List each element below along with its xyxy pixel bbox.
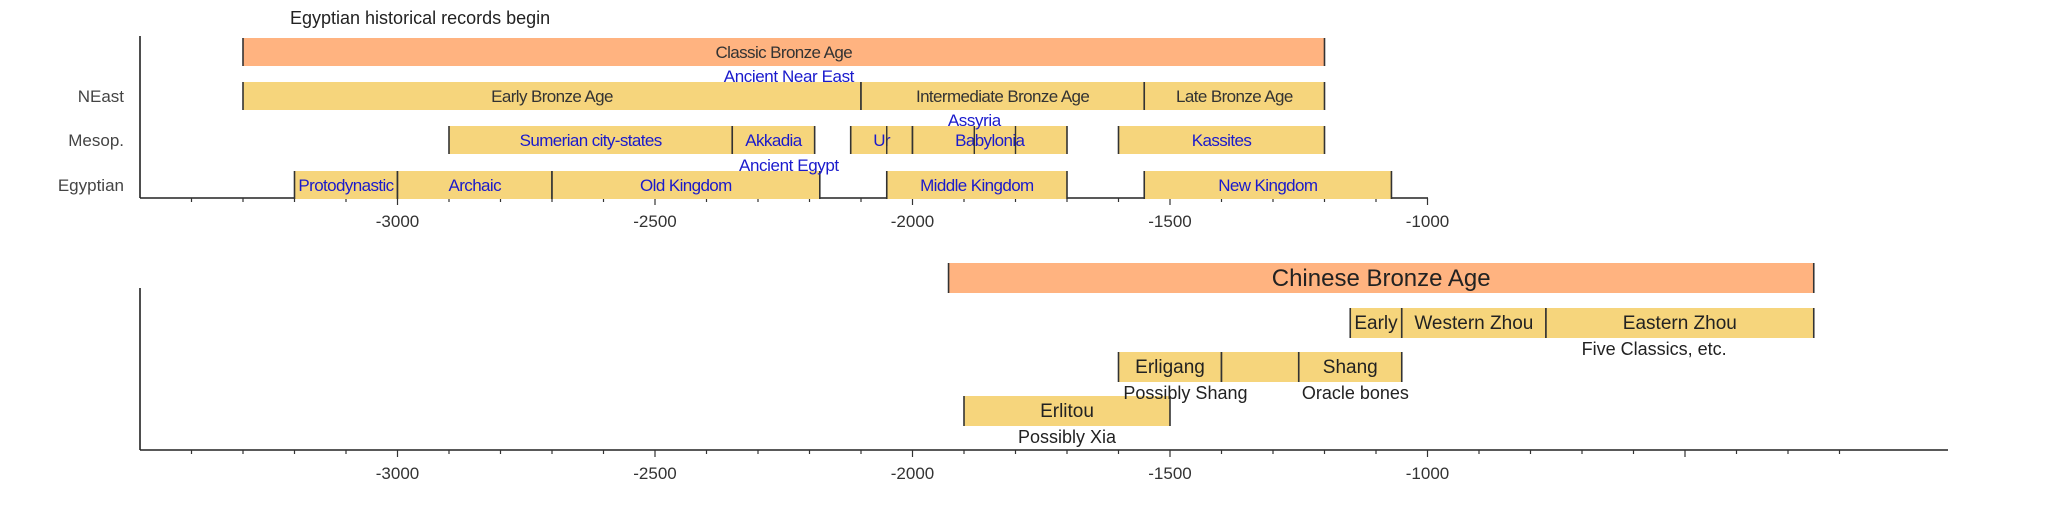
bar-label-kassites: Kassites [1192,131,1252,150]
annotation-ancient-egypt: Ancient Egypt [739,156,839,175]
top-note: Egyptian historical records begin [290,8,550,28]
bar-intermediate-bronze-age [861,82,1145,110]
bar-middle-kingdom [886,171,1067,199]
bar-late-bronze-age [1144,82,1325,110]
bar-label-ur: Ur [873,131,891,150]
bar-sumerian-city-states [449,126,733,154]
bar-shang [1298,352,1402,382]
bar-label-early-bronze-age: Early Bronze Age [491,87,613,106]
x-tick-label: -2000 [891,212,934,231]
near-east-egypt-timeline: -3000 -2500 -2000 -1500 -1000 NEast Mesop. Egyp… [58,8,1449,231]
bar-label-late-bronze-age: Late Bronze Age [1176,87,1293,106]
bar-label-sumerian-city-states: Sumerian city-states [520,131,662,150]
bar-label-chinese-bronze-age: Chinese Bronze Age [1272,265,1491,292]
bar-erlitou [964,396,1170,426]
bar-protodynastic [294,171,398,199]
row-label-egyptian: Egyptian [58,176,124,195]
bar-label-erlitou: Erlitou [1040,401,1094,422]
bar-label-old-kingdom: Old Kingdom [640,176,732,195]
annotation-assyria: Assyria [948,111,1002,130]
bar-ur [850,126,913,154]
x-tick-label: -2500 [633,212,676,231]
bar-eastern-zhou [1545,308,1814,338]
bar-akkadia [732,126,815,154]
note-possibly-shang: Possibly Shang [1123,383,1247,403]
note-five-classics-etc: Five Classics, etc. [1582,339,1727,359]
bar-label-early: Early [1354,313,1398,334]
bar-label-erligang: Erligang [1135,357,1205,378]
bar-label-archaic: Archaic [449,176,503,195]
bar-label-middle-kingdom: Middle Kingdom [920,176,1034,195]
x-tick-label: -2500 [633,464,676,483]
bar-label-babylonia: Babylonia [955,131,1025,150]
bar-label-new-kingdom: New Kingdom [1218,176,1318,195]
annotation-ancient-near-east: Ancient Near East [724,67,855,86]
x-tick-label: -1500 [1148,464,1191,483]
bar-classic-bronze-age [243,38,1325,66]
bar-western-zhou [1401,308,1546,338]
note-oracle-bones: Oracle bones [1302,383,1409,403]
bar-label-protodynastic: Protodynastic [298,176,394,195]
bar-label-akkadia: Akkadia [745,131,802,150]
row-label-neast: NEast [78,87,125,106]
x-tick-label: -1000 [1406,464,1449,483]
bar-kassites [1118,126,1325,154]
row-label-mesop: Mesop. [68,131,124,150]
x-tick-label: -3000 [376,212,419,231]
note-possibly-xia: Possibly Xia [1018,427,1117,447]
bar-label-western-zhou: Western Zhou [1414,313,1533,334]
bar-label-classic-bronze-age: Classic Bronze Age [715,43,852,62]
bar-label-intermediate-bronze-age: Intermediate Bronze Age [916,87,1089,106]
x-tick-label: -3000 [376,464,419,483]
bar-babylonia [912,126,1067,154]
bar-label-eastern-zhou: Eastern Zhou [1623,313,1737,334]
bar-erligang [1118,352,1222,382]
bar-chinese-bronze-age [948,263,1814,293]
bar-early [1350,308,1402,338]
x-tick-label: -1500 [1148,212,1191,231]
bar-archaic [397,171,552,199]
chinese-timeline: -3000 -2500 -2000 -1500 -1000 Chinese Bronze … [139,263,1948,483]
bar-unlabeled [1221,352,1299,382]
x-tick-label: -1000 [1406,212,1449,231]
x-tick-label: -2000 [891,464,934,483]
bar-label-shang: Shang [1323,357,1378,378]
bar-early-bronze-age [243,82,861,110]
bar-new-kingdom [1144,171,1392,199]
bar-old-kingdom [552,171,820,199]
